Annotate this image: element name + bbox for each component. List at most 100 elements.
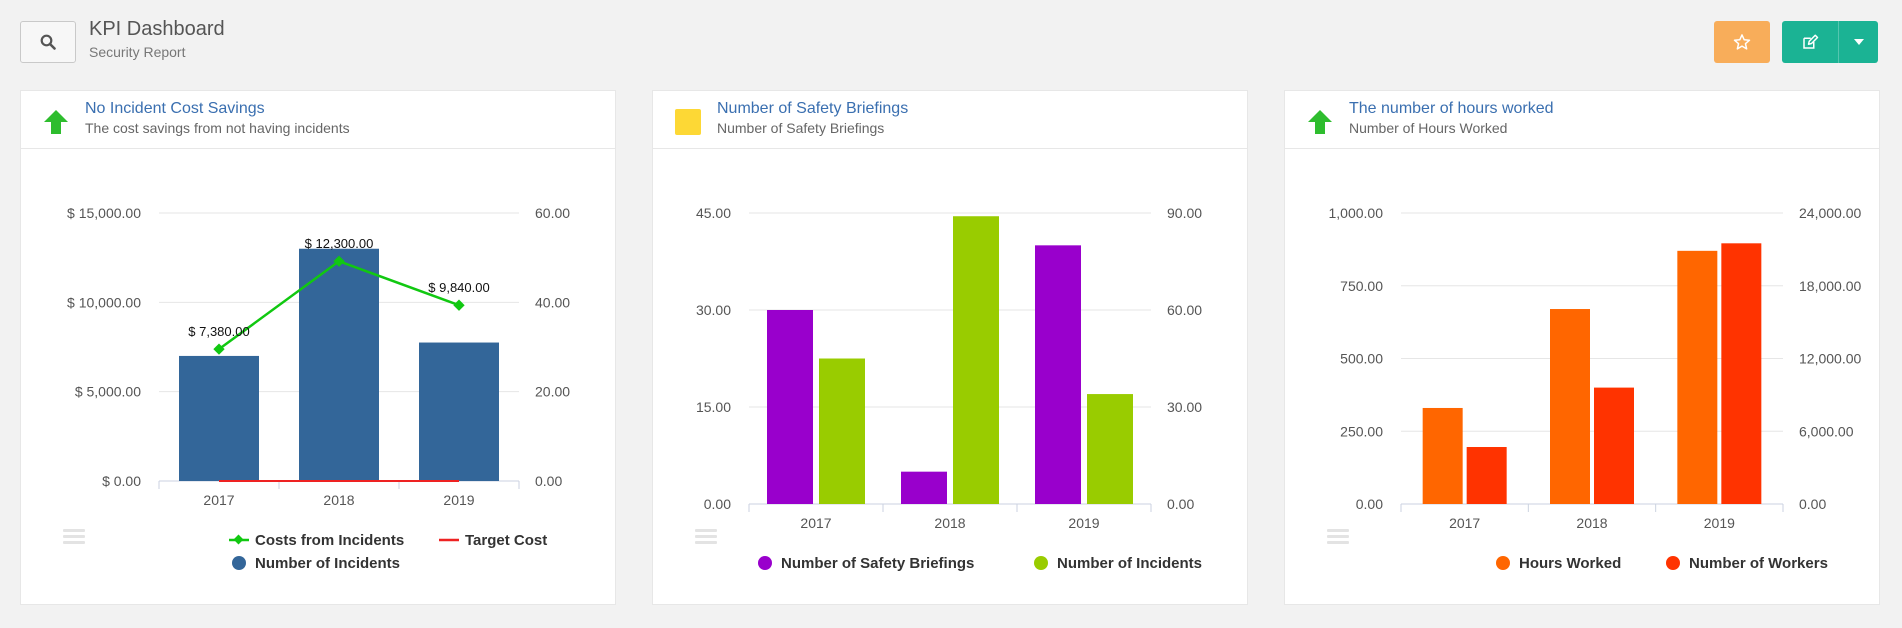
y-left-tick-label: 30.00 — [696, 302, 731, 318]
y-left-tick-label: 0.00 — [1356, 496, 1383, 512]
search-button[interactable] — [20, 21, 76, 63]
y-left-tick-label: 15.00 — [696, 399, 731, 415]
edit-icon — [1803, 34, 1819, 49]
bar — [1466, 447, 1507, 504]
y-left-tick-label: 1,000.00 — [1329, 205, 1384, 221]
bar — [1422, 407, 1463, 504]
y-right-tick-label: 0.00 — [1799, 496, 1826, 512]
square-shape — [675, 109, 701, 135]
button-divider — [1838, 21, 1839, 63]
arrow-up-icon — [44, 110, 68, 134]
kpi-panel: The number of hours worked Number of Hou… — [1284, 90, 1880, 605]
y-left-tick-label: 0.00 — [704, 496, 731, 512]
legend-label: Number of Safety Briefings — [781, 555, 974, 572]
line-point — [213, 343, 225, 355]
y-right-tick-label: 12,000.00 — [1799, 351, 1861, 367]
legend-dot — [1496, 556, 1510, 570]
chart-svg: 0.00 0.00 15.00 30.00 30.00 60.00 45.00 90.00 20… — [696, 205, 1202, 572]
y-left-tick-label: 45.00 — [696, 205, 731, 221]
panel-header: No Incident Cost Savings The cost saving… — [21, 91, 615, 149]
x-tick-label: 2019 — [443, 492, 474, 508]
y-right-tick-label: 6,000.00 — [1799, 423, 1854, 439]
menu-icon[interactable] — [63, 529, 85, 547]
panel-subtitle: Number of Hours Worked — [1349, 120, 1508, 136]
arrow-up-icon — [1308, 110, 1332, 134]
star-icon — [1733, 34, 1751, 50]
y-right-tick-label: 60.00 — [1167, 302, 1202, 318]
y-left-tick-label: 500.00 — [1340, 351, 1383, 367]
y-right-tick-label: 24,000.00 — [1799, 205, 1861, 221]
x-tick-label: 2017 — [203, 492, 234, 508]
page-title: KPI Dashboard — [89, 18, 225, 40]
kpi-panel: No Incident Cost Savings The cost saving… — [20, 90, 616, 605]
bar — [1721, 243, 1762, 504]
bar — [1594, 387, 1634, 504]
kpi-panel: Number of Safety Briefings Number of Saf… — [652, 90, 1248, 605]
x-tick-label: 2017 — [800, 515, 831, 531]
y-right-tick-label: 0.00 — [535, 473, 562, 489]
data-label: $ 9,840.00 — [428, 280, 489, 295]
line-point — [453, 299, 465, 311]
y-left-tick-label: $ 5,000.00 — [75, 384, 141, 400]
x-tick-label: 2018 — [323, 492, 354, 508]
y-left-tick-label: 750.00 — [1340, 278, 1383, 294]
y-left-tick-label: $ 15,000.00 — [67, 205, 141, 221]
legend-dot — [1666, 556, 1680, 570]
bar — [299, 248, 379, 481]
arrow-up-shape — [44, 110, 68, 134]
menu-icon[interactable] — [695, 529, 717, 547]
y-left-tick-label: 250.00 — [1340, 423, 1383, 439]
favorite-button[interactable] — [1714, 21, 1770, 63]
x-tick-label: 2019 — [1068, 515, 1099, 531]
edit-button[interactable] — [1782, 21, 1838, 63]
legend-label: Hours Worked — [1519, 555, 1621, 572]
legend-label: Number of Incidents — [1057, 555, 1202, 572]
legend-label: Target Cost — [465, 532, 547, 549]
panel-title[interactable]: No Incident Cost Savings — [85, 100, 265, 117]
y-right-tick-label: 90.00 — [1167, 205, 1202, 221]
bar — [1035, 245, 1081, 504]
edit-button-group — [1782, 21, 1878, 63]
panel-header: The number of hours worked Number of Hou… — [1285, 91, 1879, 149]
legend-label: Number of Workers — [1689, 555, 1828, 572]
page-subtitle: Security Report — [89, 44, 186, 60]
y-left-tick-label: $ 10,000.00 — [67, 294, 141, 310]
bar — [953, 216, 999, 504]
x-tick-label: 2018 — [1576, 515, 1607, 531]
bar — [901, 471, 947, 504]
bar — [1677, 250, 1718, 504]
legend-dot — [232, 556, 246, 570]
x-tick-label: 2017 — [1449, 515, 1480, 531]
search-icon — [40, 34, 56, 50]
bar — [1087, 394, 1133, 504]
y-right-tick-label: 20.00 — [535, 384, 570, 400]
bar — [179, 355, 259, 481]
panel-title[interactable]: The number of hours worked — [1349, 100, 1554, 117]
y-right-tick-label: 30.00 — [1167, 399, 1202, 415]
caret-down-icon — [1853, 39, 1864, 45]
chart-svg: 0.00 0.00 250.00 6,000.00 500.00 12,000.00 750… — [1329, 205, 1862, 572]
panel-header: Number of Safety Briefings Number of Saf… — [653, 91, 1247, 149]
chart-svg: $ 0.00 0.00 $ 5,000.00 20.00 $ 10,000.00 40.0… — [67, 205, 570, 572]
edit-dropdown-toggle[interactable] — [1839, 21, 1878, 63]
panel-subtitle: Number of Safety Briefings — [717, 120, 885, 136]
panel-title[interactable]: Number of Safety Briefings — [717, 100, 909, 117]
y-right-tick-label: 0.00 — [1167, 496, 1194, 512]
y-right-tick-label: 18,000.00 — [1799, 278, 1861, 294]
bar — [1550, 309, 1590, 504]
legend-label: Costs from Incidents — [255, 532, 404, 549]
menu-icon[interactable] — [1327, 529, 1349, 547]
bar — [767, 310, 813, 504]
legend-label: Number of Incidents — [255, 555, 400, 572]
legend-point-marker — [233, 534, 244, 545]
square-icon — [675, 109, 701, 135]
x-tick-label: 2019 — [1704, 515, 1735, 531]
bar — [819, 358, 865, 504]
legend-dot — [758, 556, 772, 570]
data-label: $ 7,380.00 — [188, 324, 249, 339]
y-right-tick-label: 40.00 — [535, 294, 570, 310]
arrow-up-shape — [1308, 110, 1332, 134]
panel-subtitle: The cost savings from not having inciden… — [85, 120, 350, 136]
bar — [419, 342, 499, 481]
y-right-tick-label: 60.00 — [535, 205, 570, 221]
